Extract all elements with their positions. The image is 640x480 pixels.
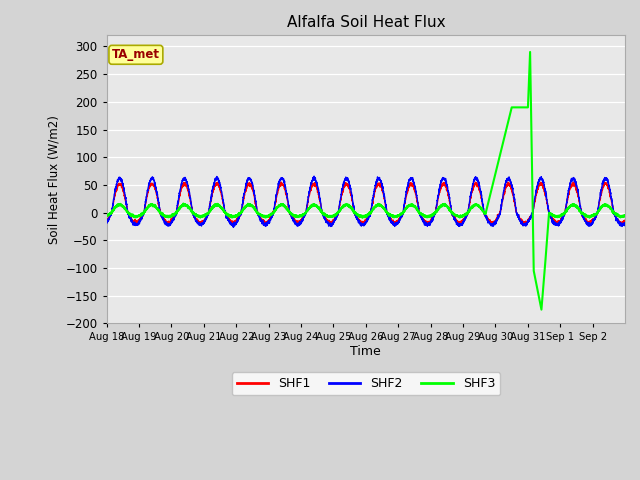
SHF1 — [501, 186, 509, 192]
SHF2 — [501, 182, 509, 188]
SHF3 — [509, 105, 516, 110]
SHF3 — [103, 213, 111, 218]
SHF2 — [449, 212, 456, 218]
SHF3 — [486, 194, 493, 200]
SHF1 — [229, 222, 237, 228]
SHF2 — [438, 178, 446, 183]
SHF2 — [509, 185, 516, 191]
SHF1 — [621, 218, 629, 224]
SHF3 — [192, 212, 200, 218]
SHF1 — [509, 190, 516, 196]
SHF3 — [621, 213, 629, 219]
SHF2 — [310, 173, 318, 179]
SHF2 — [230, 224, 237, 230]
SHF3 — [449, 209, 456, 215]
SHF3 — [438, 203, 446, 208]
Title: Alfalfa Soil Heat Flux: Alfalfa Soil Heat Flux — [287, 15, 445, 30]
Line: SHF1: SHF1 — [107, 182, 625, 225]
X-axis label: Time: Time — [351, 345, 381, 358]
SHF3 — [501, 132, 509, 138]
SHF2 — [103, 220, 111, 226]
SHF1 — [192, 216, 200, 222]
SHF1 — [486, 219, 494, 225]
Legend: SHF1, SHF2, SHF3: SHF1, SHF2, SHF3 — [232, 372, 500, 395]
Line: SHF3: SHF3 — [107, 52, 625, 310]
SHF3 — [526, 49, 534, 55]
SHF2 — [621, 220, 629, 226]
SHF2 — [486, 221, 494, 227]
SHF1 — [277, 179, 285, 185]
SHF1 — [449, 212, 456, 218]
Y-axis label: Soil Heat Flux (W/m2): Soil Heat Flux (W/m2) — [47, 115, 60, 244]
Line: SHF2: SHF2 — [107, 176, 625, 227]
Text: TA_met: TA_met — [112, 48, 160, 61]
SHF2 — [192, 218, 200, 224]
SHF1 — [103, 217, 111, 223]
SHF3 — [538, 307, 545, 312]
SHF1 — [438, 181, 446, 187]
